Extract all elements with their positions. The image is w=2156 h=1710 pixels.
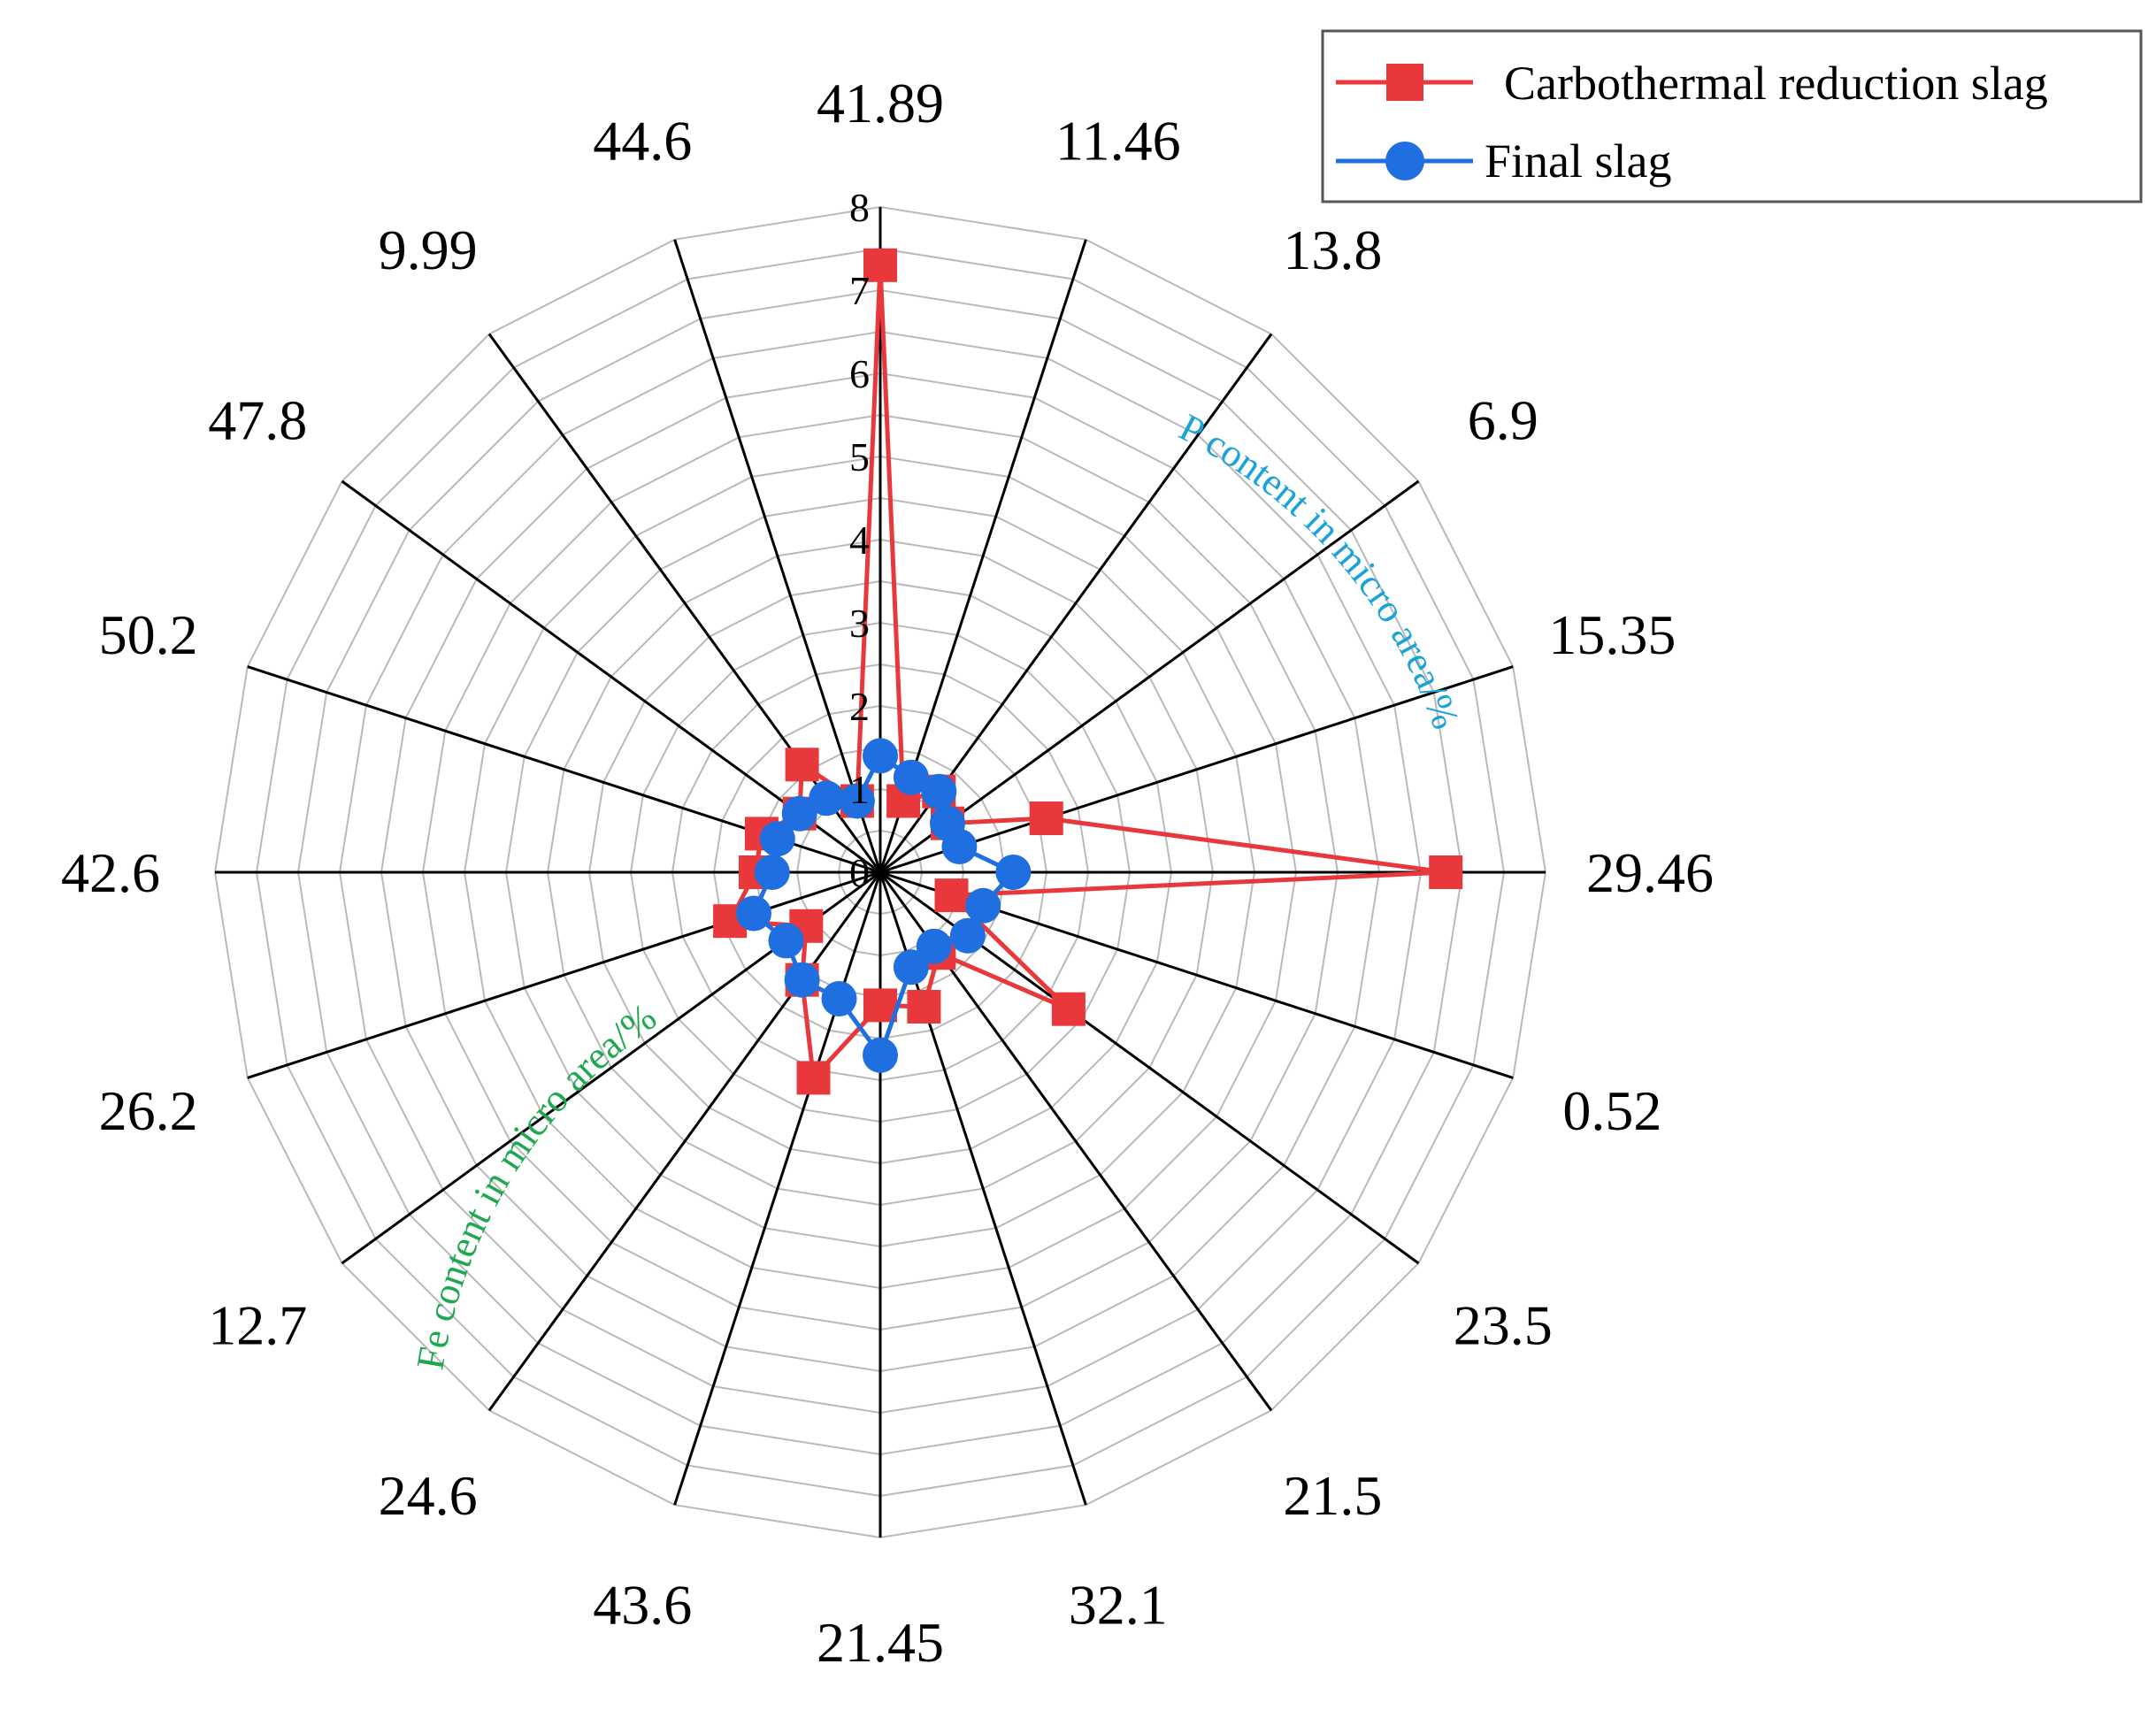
legend-square-marker-icon [1386, 64, 1423, 101]
data-point-circle [949, 917, 986, 954]
category-label: 11.46 [1055, 110, 1181, 173]
category-label: 0.52 [1562, 1079, 1661, 1142]
category-label: 24.6 [379, 1464, 478, 1527]
data-point-circle [863, 738, 898, 774]
category-label: 29.46 [1586, 841, 1714, 904]
data-point-circle [916, 928, 952, 964]
data-point-square [863, 248, 897, 282]
radial-tick-label: 6 [849, 351, 870, 396]
data-point-circle [759, 821, 795, 857]
spoke-line [487, 871, 882, 1412]
spoke-line [879, 665, 1514, 874]
category-label: 41.89 [817, 72, 944, 134]
data-point-square [863, 988, 897, 1023]
category-label: 13.8 [1283, 219, 1382, 281]
category-label: 43.6 [593, 1573, 692, 1636]
spoke-line [673, 871, 882, 1506]
spoke-line [879, 479, 1420, 874]
spoke-line [487, 333, 882, 873]
radial-tick-label: 3 [849, 601, 870, 646]
data-point-circle [754, 855, 790, 890]
data-point-square [796, 1061, 831, 1095]
radial-tick-label: 8 [849, 185, 870, 230]
spoke-line [247, 870, 881, 1079]
category-label: 15.35 [1548, 603, 1676, 666]
radial-tick-label: 0 [849, 850, 870, 895]
category-label: 47.8 [208, 389, 307, 452]
category-label: 26.2 [99, 1079, 198, 1142]
series-layer [713, 248, 1463, 1095]
spoke-line [673, 239, 882, 873]
radial-tick-label: 1 [849, 767, 870, 812]
data-point-circle [809, 780, 845, 817]
category-label: 50.2 [99, 603, 198, 666]
data-point-circle [863, 1037, 898, 1073]
data-point-circle [781, 795, 817, 832]
data-point-square [1429, 855, 1463, 889]
data-point-circle [893, 949, 929, 985]
category-label: 32.1 [1069, 1573, 1168, 1636]
data-point-square [934, 878, 969, 913]
data-point-circle [736, 895, 771, 932]
category-label: 23.5 [1454, 1293, 1553, 1356]
data-point-square [1051, 992, 1086, 1026]
category-label: 21.5 [1283, 1464, 1382, 1527]
data-point-circle [839, 783, 875, 819]
legend-circle-marker-icon [1385, 142, 1424, 180]
category-label: 21.45 [817, 1611, 944, 1674]
data-point-circle [784, 962, 820, 998]
legend-box [1321, 29, 2143, 203]
legend-label-final: Final slag [1485, 134, 1672, 188]
category-label: 42.6 [61, 841, 160, 904]
data-point-square [1029, 801, 1063, 835]
radial-tick-label: 4 [849, 518, 870, 563]
legend: Carbothermal reduction slag Final slag [1321, 29, 2143, 203]
data-point-circle [995, 855, 1032, 890]
data-point-circle [768, 923, 804, 959]
data-point-circle [821, 981, 857, 1016]
data-point-circle [965, 887, 1001, 924]
data-point-square [907, 990, 941, 1024]
category-label: 6.9 [1468, 389, 1538, 452]
data-point-square [785, 748, 819, 782]
data-point-circle [941, 829, 978, 864]
category-label: 12.7 [208, 1293, 307, 1356]
category-label: 9.99 [379, 219, 478, 281]
radial-tick-labels: 0 1 2 3 4 5 6 7 8 [849, 185, 870, 895]
fe-axis-title: Fe content in micro area/% [408, 995, 664, 1373]
radial-tick-label: 2 [849, 684, 870, 729]
data-point-circle [893, 759, 929, 795]
data-point-circle [921, 773, 957, 809]
radial-tick-label: 5 [849, 434, 870, 479]
category-labels: 41.89 11.46 13.8 6.9 15.35 29.46 0.52 23.5 21.5 3… [61, 72, 1714, 1674]
radial-tick-label: 7 [849, 268, 870, 313]
legend-label-carbothermal: Carbothermal reduction slag [1504, 57, 2048, 110]
category-label: 44.6 [593, 110, 692, 173]
